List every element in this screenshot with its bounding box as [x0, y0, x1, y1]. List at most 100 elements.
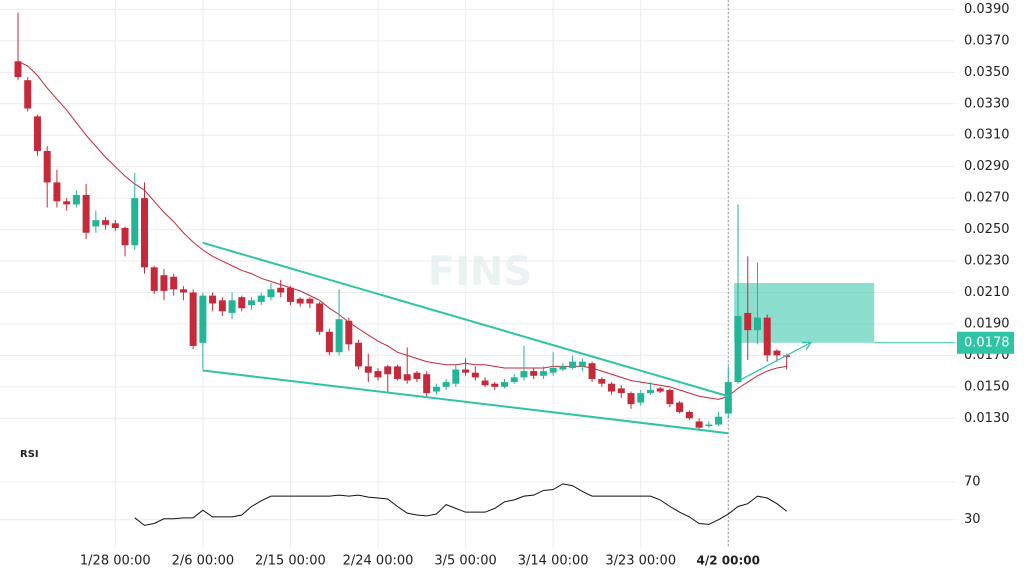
candle-body	[179, 289, 187, 293]
x-tick-label: 3/23 00:00	[605, 554, 676, 569]
candle-body	[783, 355, 791, 357]
x-tick-label: 3/14 00:00	[518, 554, 589, 569]
y-tick-label: 0.0150	[964, 379, 1010, 394]
candle-body	[462, 369, 470, 373]
y-tick-label: 0.0230	[964, 254, 1010, 269]
candle-body	[306, 298, 314, 304]
candle-body	[43, 150, 51, 183]
candle-body	[24, 80, 32, 109]
price-label-bg	[957, 331, 1014, 354]
candle-body	[53, 182, 61, 202]
candle-body	[111, 223, 119, 229]
candle-body	[63, 201, 71, 205]
x-tick-label: 3/5 00:00	[434, 554, 497, 569]
y-tick-label: 0.0350	[964, 65, 1010, 80]
candle-body	[510, 377, 518, 383]
candle-body	[14, 61, 22, 78]
candle-body	[598, 378, 606, 384]
rsi-line	[134, 483, 787, 526]
candle-body	[646, 389, 654, 394]
candle-body	[364, 366, 372, 373]
candle-body	[617, 388, 625, 394]
candle-body	[131, 198, 139, 246]
candle-body	[588, 363, 596, 379]
candle-body	[676, 402, 684, 412]
candle-body	[335, 319, 343, 353]
candle-body	[102, 220, 110, 225]
candle-body	[403, 374, 411, 381]
candle-body	[569, 361, 577, 368]
y-tick-label: 0.0270	[964, 191, 1010, 206]
candle-body	[257, 295, 265, 302]
candle-body	[530, 371, 538, 376]
candle-body	[72, 194, 80, 205]
candle-body	[267, 289, 275, 298]
candle-body	[238, 297, 246, 309]
candle-body	[140, 198, 148, 268]
y-tick-label: 0.0190	[964, 316, 1010, 331]
candle-body	[695, 421, 703, 428]
zone-box	[734, 283, 875, 343]
candle-body	[578, 361, 586, 367]
candle-body	[374, 371, 382, 378]
candle-body	[627, 393, 635, 405]
candle-body	[150, 267, 158, 291]
moving-average	[17, 60, 787, 400]
candle-body	[413, 372, 421, 379]
candle-body	[248, 300, 256, 306]
candle-body	[228, 300, 236, 313]
y-tick-label: 0.0370	[964, 33, 1010, 48]
candle-body	[753, 317, 761, 331]
x-tick-label: 2/15 00:00	[255, 554, 326, 569]
y-tick-label: 0.0250	[964, 222, 1010, 237]
x-tick-label: 2/24 00:00	[343, 554, 414, 569]
candle-body	[170, 276, 178, 290]
x-tick-label: 2/6 00:00	[172, 554, 235, 569]
candle-body	[666, 389, 674, 405]
candle-body	[33, 116, 41, 151]
candle-body	[637, 393, 645, 403]
candle-body	[744, 312, 752, 331]
trendline	[202, 241, 729, 398]
candle-body	[471, 372, 479, 378]
candle-body	[121, 228, 129, 246]
candle-body	[559, 366, 567, 370]
price-label: 0.0178	[964, 335, 1010, 350]
y-tick-label: 0.0330	[964, 96, 1010, 111]
candle-body	[432, 386, 440, 392]
candle-body	[82, 194, 90, 233]
x-tick-label: 1/28 00:00	[80, 554, 151, 569]
candle-body	[763, 317, 771, 356]
candle-body	[345, 320, 353, 345]
candle-body	[384, 366, 392, 375]
y-tick-label: 70	[964, 474, 981, 489]
candle-body	[296, 298, 304, 304]
candle-body	[189, 292, 197, 346]
candle-body	[715, 416, 723, 425]
x-tick-label: 4/2 00:00	[697, 554, 760, 568]
candle-body	[277, 287, 285, 293]
candle-body	[423, 374, 431, 394]
y-tick-label: 30	[964, 512, 981, 527]
candle-body	[608, 383, 616, 392]
y-tick-label: 0.0210	[964, 285, 1010, 300]
candle-body	[501, 382, 508, 387]
candle-body	[539, 371, 547, 376]
candle-body	[218, 300, 226, 312]
candle-body	[705, 424, 713, 427]
candle-body	[520, 371, 528, 378]
arrow	[737, 341, 813, 382]
candle-body	[491, 383, 499, 387]
candle-body	[656, 388, 664, 392]
watermark: FINS	[428, 249, 533, 295]
y-tick-label: 0.0290	[964, 159, 1010, 174]
candle-body	[92, 220, 100, 227]
candle-body	[325, 331, 333, 353]
candle-body	[199, 295, 207, 343]
candle-body	[316, 303, 324, 332]
candle-body	[724, 382, 732, 414]
trendline	[202, 369, 729, 435]
rsi-title: RSI	[20, 449, 39, 460]
candle-body	[549, 367, 557, 373]
